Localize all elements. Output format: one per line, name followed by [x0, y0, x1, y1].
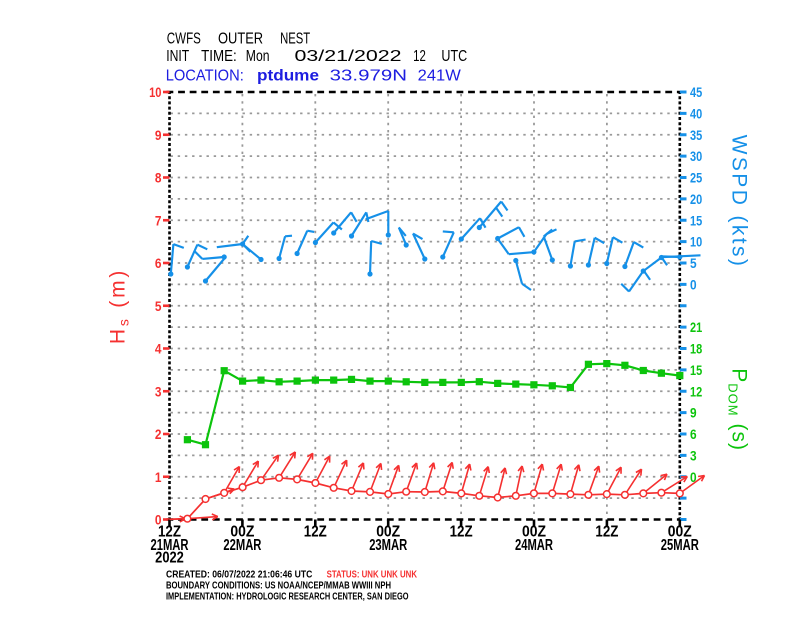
svg-text:21: 21 [690, 320, 702, 336]
svg-text:STATUS: UNK UNK UNK: STATUS: UNK UNK UNK [327, 570, 418, 581]
svg-text:3: 3 [155, 384, 162, 400]
svg-text:12: 12 [413, 48, 426, 65]
svg-text:6: 6 [690, 427, 697, 443]
svg-text:8: 8 [155, 171, 162, 187]
svg-text:10: 10 [690, 235, 702, 251]
svg-text:25MAR: 25MAR [661, 537, 699, 554]
svg-text:5: 5 [155, 299, 162, 315]
svg-text:40: 40 [690, 106, 702, 122]
svg-text:22MAR: 22MAR [223, 537, 261, 554]
svg-text:30: 30 [690, 149, 702, 165]
svg-text:12Z: 12Z [304, 524, 327, 541]
svg-text:35: 35 [690, 128, 702, 144]
svg-text:UTC: UTC [441, 48, 467, 65]
svg-text:INIT: INIT [166, 48, 189, 65]
svg-text:15: 15 [690, 363, 702, 379]
svg-text:12Z: 12Z [450, 524, 473, 541]
svg-text:Hs (m): Hs (m) [107, 268, 132, 344]
svg-text:0: 0 [690, 277, 697, 293]
svg-text:3: 3 [690, 448, 697, 464]
svg-text:15: 15 [690, 213, 702, 229]
svg-text:24MAR: 24MAR [515, 537, 553, 554]
svg-text:1: 1 [155, 470, 162, 486]
svg-text:12Z: 12Z [595, 524, 618, 541]
svg-text:23MAR: 23MAR [369, 537, 407, 554]
svg-text:18: 18 [690, 342, 702, 358]
svg-text:7: 7 [155, 213, 162, 229]
svg-text:2022: 2022 [155, 550, 184, 567]
svg-text:TIME:: TIME: [201, 48, 237, 65]
svg-text:33.979N: 33.979N [330, 68, 407, 85]
svg-text:25: 25 [690, 171, 702, 187]
svg-text:BOUNDARY CONDITIONS: US NOAA/N: BOUNDARY CONDITIONS: US NOAA/NCEP/MMAB W… [166, 581, 391, 592]
svg-text:WSPD (kts): WSPD (kts) [727, 135, 750, 269]
svg-text:4: 4 [155, 342, 162, 358]
svg-text:9: 9 [690, 406, 697, 422]
svg-text:IMPLEMENTATION: HYDROLOGIC RES: IMPLEMENTATION: HYDROLOGIC RESEARCH CENT… [166, 592, 409, 603]
svg-text:6: 6 [155, 256, 162, 272]
svg-text:12: 12 [690, 384, 702, 400]
svg-text:NEST: NEST [280, 31, 310, 48]
svg-text:Mon: Mon [246, 48, 270, 65]
svg-text:5: 5 [690, 256, 697, 272]
svg-text:LOCATION:: LOCATION: [166, 68, 244, 85]
svg-text:PDOM (s): PDOM (s) [725, 368, 750, 451]
svg-text:ptdume: ptdume [257, 68, 319, 85]
svg-text:OUTER: OUTER [218, 31, 263, 48]
svg-text:241W: 241W [418, 68, 462, 85]
svg-text:2: 2 [155, 427, 162, 443]
svg-text:45: 45 [690, 85, 702, 101]
svg-text:CREATED: 06/07/2022 21:06:46 U: CREATED: 06/07/2022 21:06:46 UTC [166, 570, 312, 581]
svg-text:CWFS: CWFS [167, 31, 201, 48]
svg-text:20: 20 [690, 192, 702, 208]
svg-text:9: 9 [155, 128, 162, 144]
svg-text:03/21/2022: 03/21/2022 [295, 48, 402, 65]
svg-text:10: 10 [149, 85, 161, 101]
